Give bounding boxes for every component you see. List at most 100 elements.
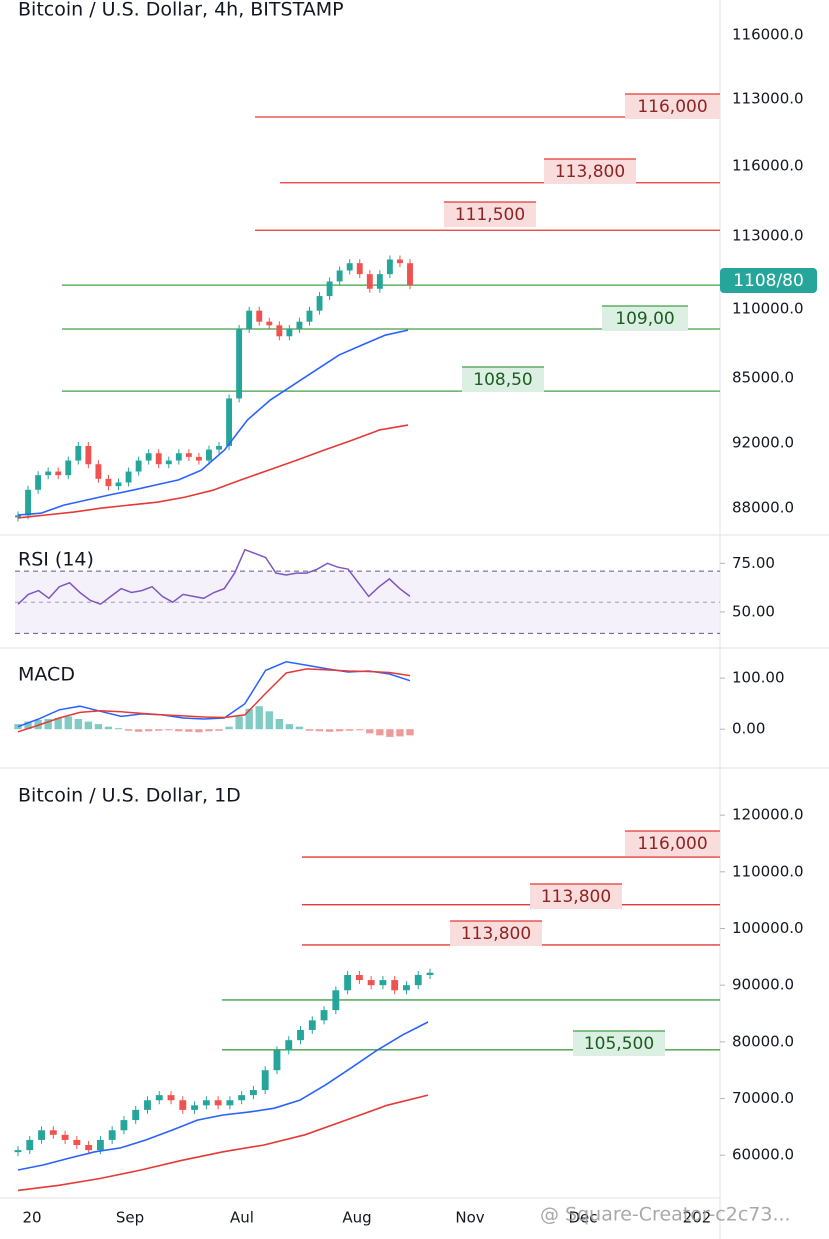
candle: [85, 1145, 93, 1151]
histogram-bar: [335, 729, 344, 732]
level-label: 105,500: [584, 1034, 654, 1054]
histogram-bar: [406, 729, 414, 736]
candle: [397, 259, 403, 264]
candle: [26, 1139, 34, 1151]
candle: [316, 296, 323, 311]
candle: [167, 1095, 175, 1101]
histogram-bar: [396, 729, 404, 737]
candle: [115, 482, 122, 487]
histogram-bar: [346, 729, 354, 731]
histogram-bar: [124, 729, 133, 731]
histogram-bar: [245, 708, 253, 730]
candle: [38, 1130, 45, 1140]
candle: [386, 259, 393, 275]
candle: [75, 445, 82, 461]
x-tick-label: Nov: [455, 1209, 484, 1227]
histogram-bar: [225, 726, 233, 730]
y-tick-label: 50.00: [732, 602, 775, 620]
candle: [379, 980, 387, 986]
candle: [165, 460, 172, 465]
rsi-line: [17, 548, 411, 606]
candle: [261, 1070, 269, 1091]
y-axis-label: 116000.0: [732, 157, 804, 175]
histogram-bar: [64, 716, 72, 730]
candle: [332, 990, 340, 1011]
histogram-bar: [376, 729, 384, 736]
histogram-bar: [84, 721, 93, 730]
histogram-bar: [144, 729, 153, 732]
histogram-bar: [74, 719, 82, 730]
candle: [202, 1100, 210, 1106]
level-label-box: [573, 1031, 665, 1056]
candle: [256, 310, 263, 322]
candle: [273, 1050, 281, 1071]
histogram-bar: [104, 726, 113, 730]
level-label-box: [530, 884, 622, 909]
histogram-bar: [195, 729, 203, 733]
candle: [296, 321, 303, 329]
candle: [336, 270, 343, 282]
histogram-bar: [94, 724, 103, 730]
candle: [407, 263, 413, 286]
histogram-bar: [305, 729, 314, 731]
candle: [238, 1095, 246, 1101]
candle: [25, 489, 31, 516]
candle: [96, 1139, 104, 1151]
candle: [355, 974, 363, 981]
candle: [95, 464, 102, 479]
candle: [65, 460, 72, 476]
candle: [285, 1040, 293, 1051]
candle: [155, 453, 162, 465]
level-label: 108,50: [473, 370, 532, 390]
level-label: 113,800: [555, 162, 625, 182]
candle: [308, 1020, 316, 1030]
y-tick-label: 0.00: [732, 720, 765, 738]
histogram-bar: [235, 716, 243, 730]
moving-average: [17, 1021, 429, 1171]
candle: [105, 478, 112, 487]
candle: [214, 1100, 222, 1106]
y-axis-label: 88000.0: [732, 499, 794, 517]
x-tick-label: 20: [22, 1209, 41, 1227]
pane-title: Bitcoin / U.S. Dollar, 4h, BITSTAMP: [18, 0, 344, 21]
histogram-bar: [114, 728, 123, 730]
pane-title: MACD: [18, 664, 75, 686]
candle: [356, 263, 363, 275]
candle: [49, 1130, 57, 1135]
histogram-bar: [356, 729, 364, 731]
candle: [108, 1130, 116, 1140]
y-tick-label: 75.00: [732, 554, 775, 572]
x-tick-label: Dec: [568, 1209, 597, 1227]
candle: [326, 281, 333, 297]
candle: [320, 1010, 328, 1021]
candle: [195, 456, 202, 461]
x-tick-label: Aul: [230, 1209, 254, 1227]
level-label: 116,000: [637, 97, 707, 117]
candle: [35, 475, 42, 490]
level-label-box: [625, 831, 720, 856]
y-tick-label: 100000.0: [732, 919, 804, 937]
candle: [132, 1109, 140, 1121]
candle: [276, 325, 283, 337]
x-tick-label: Sep: [116, 1209, 144, 1227]
histogram-bar: [265, 711, 273, 730]
level-label-box: [444, 202, 536, 227]
histogram-bar: [205, 729, 213, 732]
y-tick-label: 100.00: [732, 669, 785, 687]
y-axis-label: 85000.0: [732, 369, 794, 387]
level-label-box: [720, 268, 817, 293]
candle: [61, 1134, 69, 1140]
candle: [297, 1029, 304, 1041]
candle: [226, 398, 233, 446]
candle: [175, 453, 182, 461]
pane-title: Bitcoin / U.S. Dollar, 1D: [18, 785, 241, 807]
level-label: 109,00: [615, 309, 674, 329]
candle: [236, 328, 243, 399]
histogram-bar: [386, 729, 394, 737]
y-axis-label: 113000.0: [732, 90, 804, 108]
level-label: 116,000: [637, 834, 707, 854]
histogram-bar: [165, 729, 173, 731]
histogram-bar: [215, 729, 223, 731]
candle: [286, 328, 293, 337]
